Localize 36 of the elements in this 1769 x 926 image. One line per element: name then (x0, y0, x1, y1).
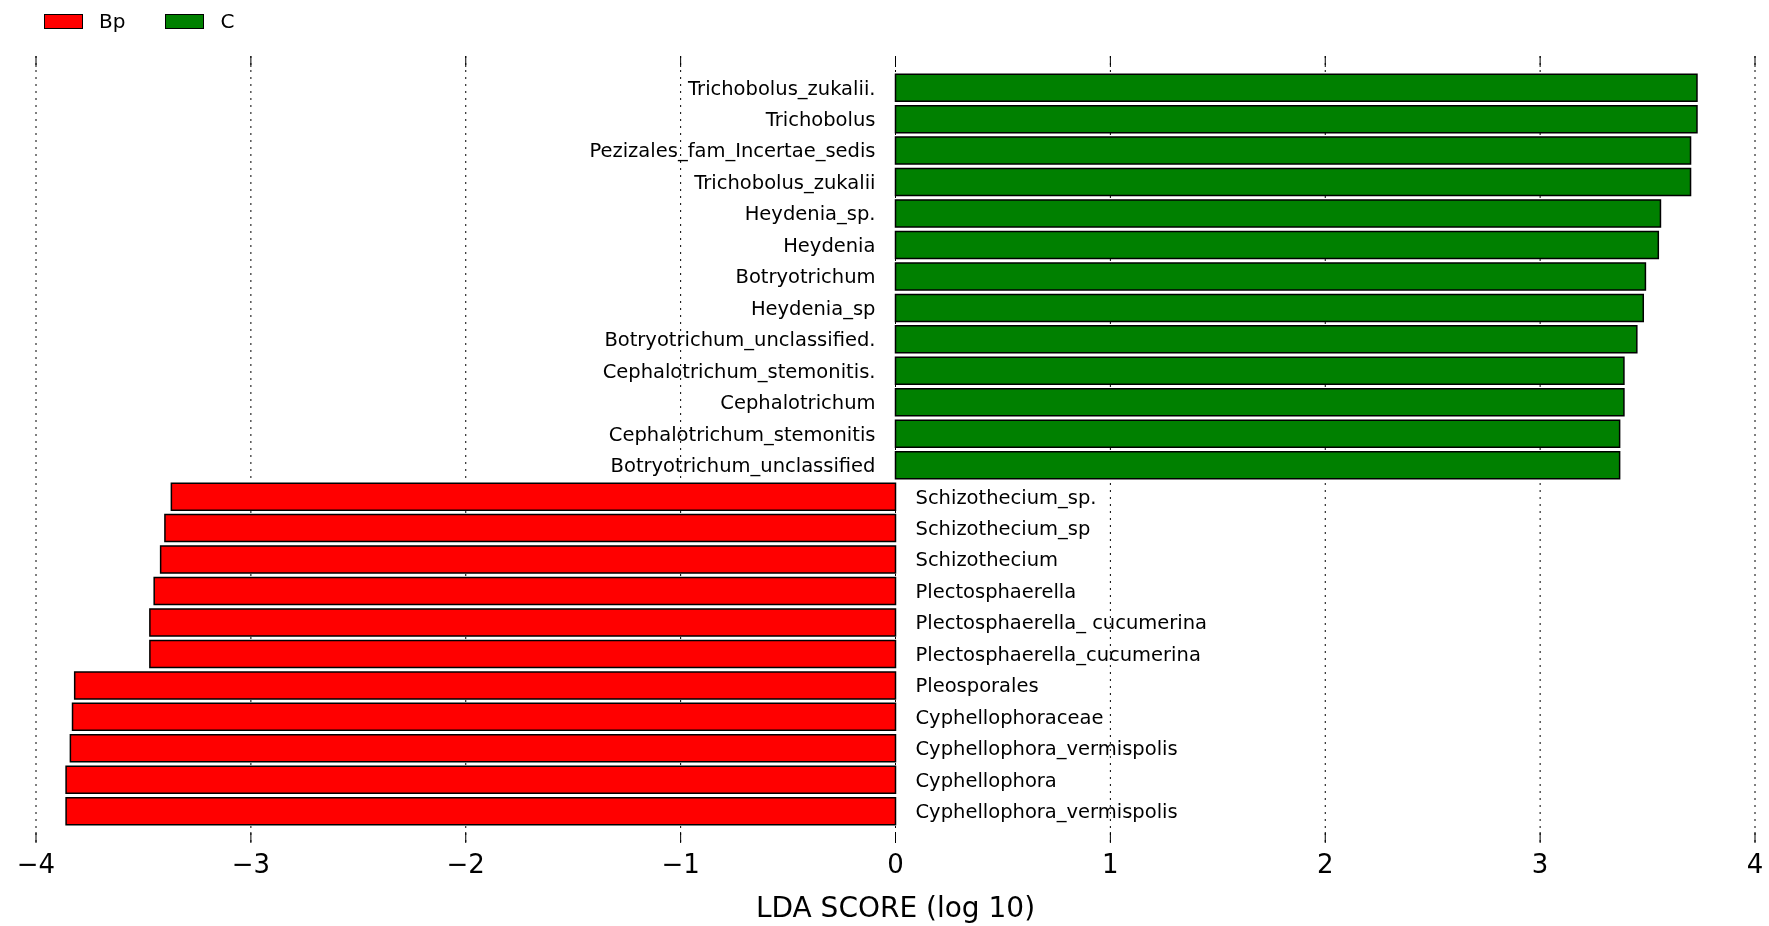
x-axis-title: LDA SCORE (log 10) (755, 891, 1036, 924)
y-tick-label: Cyphellophoraceae (915, 705, 1104, 729)
x-tick-label: 4 (1746, 849, 1764, 879)
y-tick-label: Cyphellophora (915, 768, 1057, 792)
x-tick-label: 0 (887, 849, 904, 879)
y-tick-label: Trichobolus_zukalii (693, 170, 876, 194)
x-tick-label: −2 (446, 849, 485, 879)
y-tick-label: Pezizales_fam_Incertae_sedis (589, 139, 876, 163)
x-tick-label: 1 (1102, 849, 1119, 879)
x-tick-label: −4 (16, 849, 56, 879)
x-tick-label: −1 (661, 849, 700, 879)
x-tick-label: 2 (1316, 849, 1334, 879)
y-tick-label: Heydenia_sp. (744, 202, 876, 226)
y-tick-label: Botryotrichum (735, 265, 876, 289)
y-tick-label: Schizothecium_sp (915, 516, 1091, 540)
x-tick-label: 3 (1531, 849, 1549, 879)
y-tick-label: Plectosphaerella_ cucumerina (915, 611, 1208, 635)
x-tick-label: −3 (231, 849, 271, 879)
y-tick-label: Cyphellophora_vermispolis (915, 737, 1178, 761)
y-tick-label: Cephalotrichum (720, 391, 876, 415)
y-tick-label: Trichobolus (764, 108, 876, 132)
y-tick-label: Plectosphaerella (915, 579, 1077, 603)
y-tick-label: Botryotrichum_unclassified. (604, 328, 876, 352)
y-tick-label: Cephalotrichum_stemonitis. (602, 359, 876, 383)
y-tick-label: Pleosporales (915, 674, 1039, 698)
y-tick-label: Plectosphaerella_cucumerina (915, 642, 1201, 666)
y-tick-label: Trichobolus_zukalii. (687, 76, 876, 100)
y-tick-label: Heydenia_sp (750, 296, 876, 320)
y-tick-label: Schizothecium (915, 548, 1059, 572)
legend-label: Bp (99, 9, 126, 33)
y-tick-label: Heydenia (783, 233, 876, 257)
y-tick-label: Cephalotrichum_stemonitis (608, 422, 876, 446)
y-tick-label: Cyphellophora_vermispolis (915, 800, 1178, 824)
y-tick-label: Schizothecium_sp. (915, 485, 1097, 509)
y-tick-label: Botryotrichum_unclassified (610, 454, 876, 478)
legend-label: C (220, 9, 235, 33)
